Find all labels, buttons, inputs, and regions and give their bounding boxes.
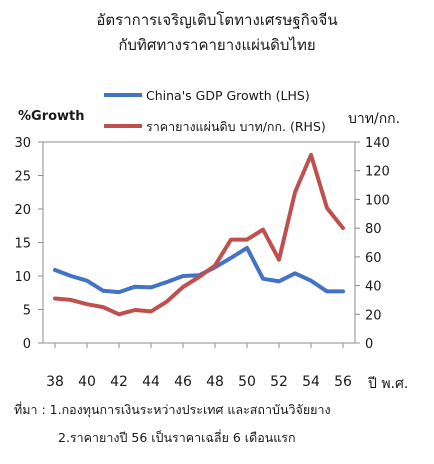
plot-frame (38, 141, 360, 348)
x-tick-label: 54 (302, 374, 320, 390)
x-tick-label: 46 (174, 374, 192, 390)
series-line-china-gdp (53, 245, 345, 295)
y-right-tick-label: 140 (365, 136, 390, 151)
legend: China's GDP Growth (LHS) ราคายางแผ่นดิบ บ… (104, 88, 326, 134)
x-tick-label: 48 (206, 374, 224, 390)
y-right-tick-label: 100 (365, 193, 390, 208)
y-axis-left-label: %Growth (18, 109, 85, 124)
y-left-tick-label: 5 (23, 304, 31, 319)
y-left-tick-label: 30 (14, 136, 31, 151)
series-line-rubber-price (53, 152, 345, 317)
y-right-tick-label: 0 (365, 337, 373, 352)
legend-label: China's GDP Growth (LHS) (146, 88, 310, 103)
x-tick-label: 52 (270, 374, 288, 390)
source-note-1: ที่มา : 1.กองทุนการเงินระหว่างประเทศ และ… (14, 402, 331, 417)
x-tick-label: 56 (334, 374, 352, 390)
plot-border (42, 141, 356, 344)
legend-label: ราคายางแผ่นดิบ บาท/กก. (RHS) (146, 119, 326, 134)
x-tick-label: 50 (238, 374, 256, 390)
x-tick-label: 40 (78, 374, 96, 390)
y-left-tick-label: 20 (14, 203, 31, 218)
x-tick-label: 44 (142, 374, 160, 390)
x-tick-label: 42 (110, 374, 128, 390)
y-left-tick-label: 0 (23, 337, 31, 352)
y-left-tick-label: 15 (14, 237, 31, 252)
chart-title-line-1: อัตราการเจริญเติบโตทางเศรษฐกิจจีน (96, 11, 338, 29)
y-left-tick-label: 10 (14, 270, 31, 285)
y-right-tick-label: 60 (365, 251, 382, 266)
source-note-2: 2.ราคายางปี 56 เป็นราคาเฉลี่ย 6 เดือนแรก (58, 430, 296, 445)
y-right-tick-label: 20 (365, 308, 382, 323)
tick-labels: 0 5 10 15 20 25 30 0 20 40 60 80 100 120 140 38 40 42 44 46… (14, 136, 389, 390)
x-axis-label: ปี พ.ศ. (368, 376, 409, 392)
y-left-tick-label: 25 (14, 170, 31, 185)
chart-title-line-2: กับทิศทางราคายางแผ่นดิบไทย (118, 36, 316, 54)
y-right-tick-label: 80 (365, 222, 382, 237)
x-tick-label: 38 (46, 374, 64, 390)
y-axis-right-label: บาท/กก. (348, 111, 400, 127)
y-right-tick-label: 40 (365, 280, 382, 295)
y-right-tick-label: 120 (365, 165, 390, 180)
series-lines (53, 152, 345, 317)
